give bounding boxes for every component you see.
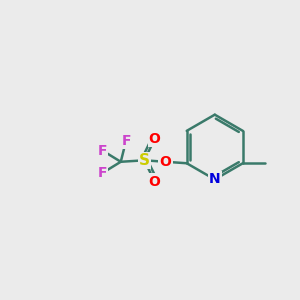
Text: O: O xyxy=(149,132,161,146)
Text: S: S xyxy=(139,153,150,168)
Text: F: F xyxy=(98,166,107,180)
Text: F: F xyxy=(121,134,131,148)
Text: O: O xyxy=(160,155,172,169)
Text: O: O xyxy=(149,175,161,188)
Text: F: F xyxy=(98,144,107,158)
Text: N: N xyxy=(209,172,220,186)
